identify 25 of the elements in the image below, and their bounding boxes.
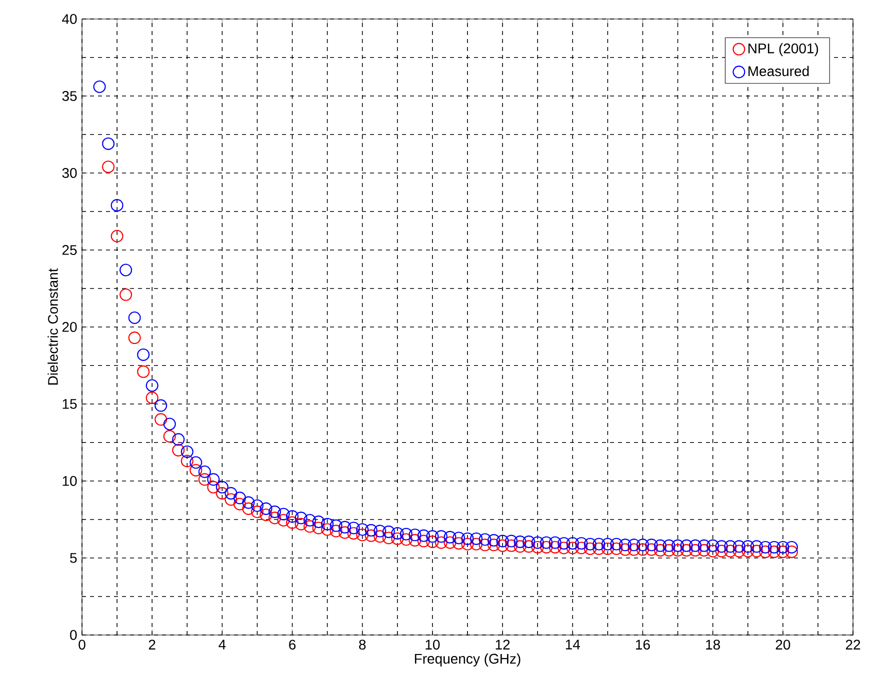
x-tick-label: 18: [706, 640, 720, 650]
y-tick-label: 25: [62, 245, 77, 255]
x-tick-label: 22: [846, 640, 860, 650]
x-tick-label: 6: [289, 640, 296, 650]
y-axis-title: Dielectric Constant: [48, 268, 58, 385]
y-tick-label: 10: [62, 476, 77, 486]
x-tick-label: 2: [148, 640, 156, 650]
x-tick-label: 16: [636, 640, 650, 650]
x-tick-label: 10: [426, 640, 440, 650]
x-tick-label: 12: [496, 640, 510, 650]
y-tick-label: 20: [62, 322, 77, 332]
y-tick-label: 35: [62, 91, 77, 101]
y-tick-label: 15: [62, 399, 77, 409]
x-tick-label: 8: [359, 640, 366, 650]
y-tick-label: 40: [62, 14, 77, 24]
y-tick-label: 5: [70, 553, 77, 563]
y-tick-label: 30: [62, 168, 77, 178]
y-tick-label: 0: [70, 630, 77, 640]
x-tick-label: 0: [78, 640, 86, 650]
x-axis-title: Frequency (GHz): [414, 653, 520, 666]
x-tick-label: 14: [566, 640, 580, 650]
x-tick-label: 20: [776, 640, 790, 650]
x-tick-label: 4: [218, 640, 226, 650]
legend-label: Measured: [748, 66, 809, 76]
legend-label: NPL (2001): [748, 43, 818, 56]
